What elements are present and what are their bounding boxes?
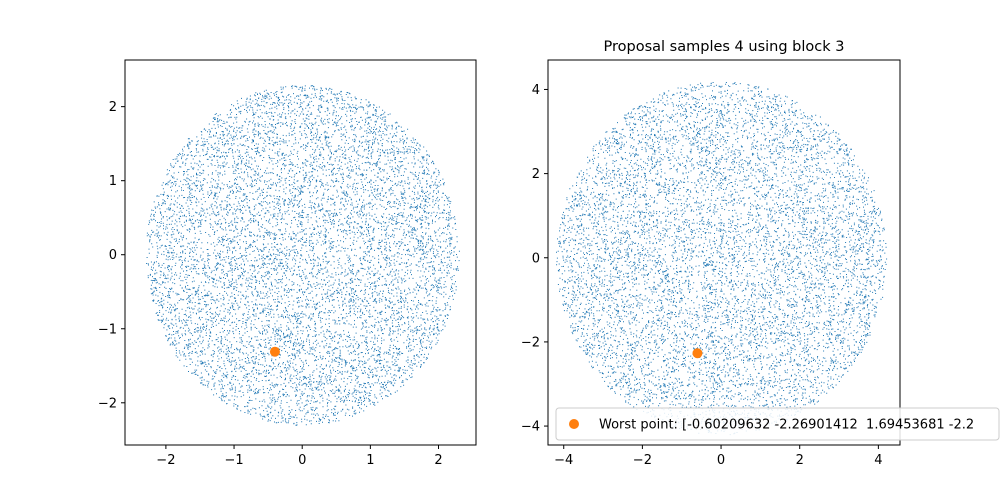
right-scatter-panel: Proposal samples 4 using block 3 −4 −2 0 2 4… <box>521 39 1000 468</box>
left-sample-cloud <box>146 85 460 426</box>
right-x-tick-label: 2 <box>796 453 804 468</box>
left-y-tick-label: 2 <box>109 100 117 115</box>
right-series-layer <box>692 348 703 359</box>
right-x-tick-label: 0 <box>717 453 725 468</box>
right-x-tick-label: −4 <box>554 453 573 468</box>
left-axes-frame <box>124 59 477 446</box>
left-x-axis: −2 −1 0 1 2 <box>156 445 443 468</box>
right-y-tick-label: 0 <box>532 251 540 266</box>
legend: Worst point: [-0.60209632 -2.26901412 1.… <box>555 407 1000 441</box>
left-x-tick-label: 2 <box>434 453 442 468</box>
left-y-tick-label: −2 <box>98 396 117 411</box>
left-y-tick-label: 0 <box>109 248 117 263</box>
right-y-axis: −4 −2 0 2 4 <box>521 83 548 435</box>
left-x-tick-label: 1 <box>366 453 374 468</box>
right-y-tick-label: −2 <box>521 335 540 350</box>
left-scatter-panel: −2 −1 0 1 2 −2 −1 0 1 2 <box>98 59 477 468</box>
right-axes-frame <box>547 59 901 446</box>
right-x-axis: −4 −2 0 2 4 <box>554 445 883 468</box>
left-x-tick-label: −1 <box>224 453 243 468</box>
left-worst-point-marker <box>269 346 280 357</box>
left-y-tick-label: 1 <box>109 174 117 189</box>
right-chart-title: Proposal samples 4 using block 3 <box>604 39 845 55</box>
left-x-tick-label: −2 <box>156 453 175 468</box>
legend-label: Worst point: [-0.60209632 -2.26901412 1.… <box>599 418 974 433</box>
right-y-tick-label: 4 <box>532 83 540 98</box>
left-sample-points <box>146 85 460 426</box>
left-x-tick-label: 0 <box>298 453 306 468</box>
left-y-axis: −2 −1 0 1 2 <box>98 100 125 411</box>
right-x-tick-label: −2 <box>633 453 652 468</box>
left-series-layer <box>269 346 280 357</box>
legend-box <box>555 407 1000 441</box>
right-y-tick-label: −4 <box>521 420 540 435</box>
right-y-tick-label: 2 <box>532 167 540 182</box>
right-x-tick-label: 4 <box>874 453 882 468</box>
left-y-tick-label: −1 <box>98 322 117 337</box>
right-worst-point-marker <box>692 348 703 359</box>
legend-marker <box>569 419 579 429</box>
